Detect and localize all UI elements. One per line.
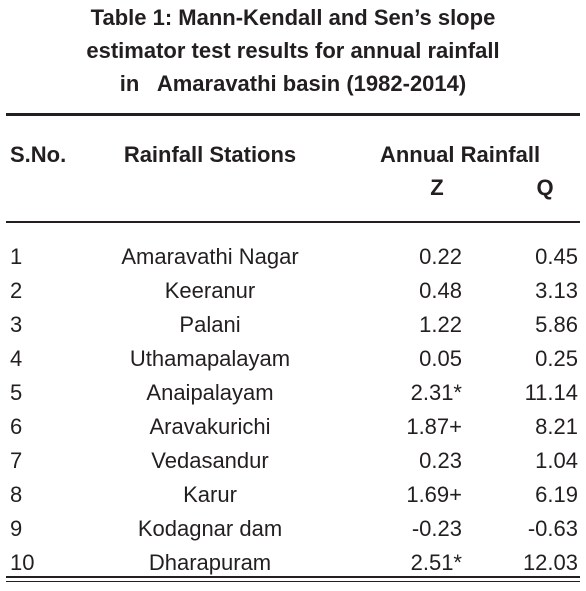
serial-number: 9 bbox=[10, 516, 23, 541]
column-header: S.No. bbox=[10, 142, 67, 167]
station-name: Palani bbox=[179, 312, 241, 337]
bottom-rule bbox=[6, 581, 580, 582]
q-value: 6.19 bbox=[535, 482, 578, 507]
z-value: -0.23 bbox=[411, 516, 462, 541]
q-value: 11.14 bbox=[524, 380, 578, 405]
z-value: 0.05 bbox=[419, 346, 462, 371]
q-value: 8.21 bbox=[535, 414, 578, 439]
station-name: Amaravathi Nagar bbox=[121, 244, 299, 269]
bottom-rule bbox=[6, 576, 580, 578]
serial-number: 2 bbox=[10, 278, 23, 303]
station-name: Anaipalayam bbox=[146, 380, 274, 405]
column-header: Annual Rainfall bbox=[379, 142, 541, 167]
serial-number: 8 bbox=[10, 482, 23, 507]
serial-number: 3 bbox=[10, 312, 23, 337]
station-name: Aravakurichi bbox=[149, 414, 271, 439]
serial-number: 10 bbox=[10, 550, 35, 575]
station-name: Karur bbox=[183, 482, 237, 507]
z-value: 2.51* bbox=[410, 550, 462, 575]
q-value: 1.04 bbox=[535, 448, 578, 473]
title-line: in Amaravathi basin (1982-2014) bbox=[119, 71, 467, 96]
z-value: 0.23 bbox=[419, 448, 462, 473]
column-header: Z bbox=[430, 175, 444, 200]
z-value: 0.48 bbox=[419, 278, 462, 303]
q-value: 12.03 bbox=[522, 550, 578, 575]
z-value: 2.31* bbox=[410, 380, 462, 405]
q-value: -0.63 bbox=[527, 516, 578, 541]
z-value: 1.69+ bbox=[406, 482, 462, 507]
column-header: Q bbox=[536, 175, 554, 200]
header-rule bbox=[6, 221, 580, 223]
title-line: estimator test results for annual rainfa… bbox=[86, 38, 500, 63]
q-value: 0.45 bbox=[535, 244, 578, 269]
top-rule bbox=[6, 113, 580, 116]
station-name: Uthamapalayam bbox=[129, 346, 291, 371]
serial-number: 6 bbox=[10, 414, 23, 439]
station-name: Dharapuram bbox=[148, 550, 272, 575]
q-value: 0.25 bbox=[535, 346, 578, 371]
serial-number: 7 bbox=[10, 448, 23, 473]
q-value: 5.86 bbox=[535, 312, 578, 337]
station-name: Vedasandur bbox=[151, 448, 269, 473]
column-header: Rainfall Stations bbox=[123, 142, 297, 167]
q-value: 3.13 bbox=[535, 278, 578, 303]
serial-number: 1 bbox=[10, 244, 23, 269]
serial-number: 5 bbox=[10, 380, 23, 405]
station-name: Keeranur bbox=[164, 278, 256, 303]
title-line: Table 1: Mann-Kendall and Sen’s slope bbox=[90, 5, 496, 30]
serial-number: 4 bbox=[10, 346, 23, 371]
z-value: 1.22 bbox=[419, 312, 462, 337]
z-value: 1.87+ bbox=[406, 414, 462, 439]
z-value: 0.22 bbox=[419, 244, 462, 269]
station-name: Kodagnar dam bbox=[137, 516, 283, 541]
